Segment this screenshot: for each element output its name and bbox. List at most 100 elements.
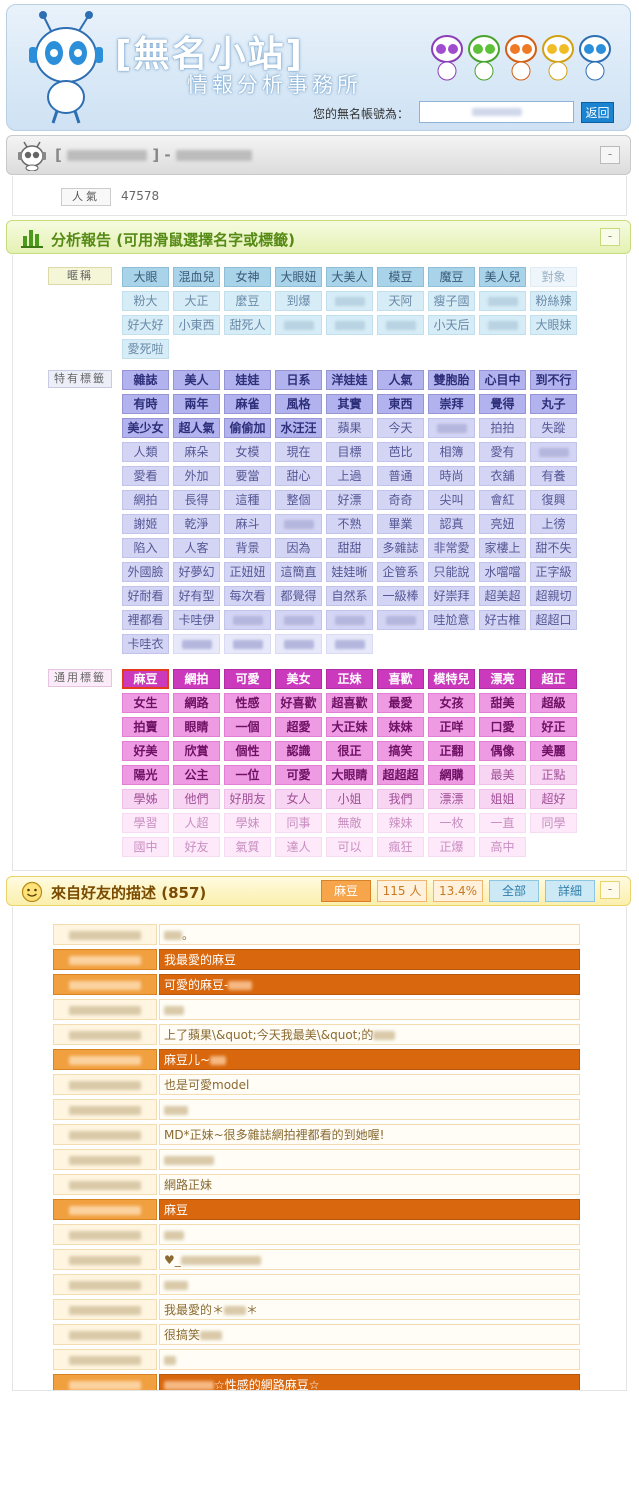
tag-item[interactable]: 亮妞 bbox=[479, 514, 526, 534]
tag-item[interactable]: 個性 bbox=[224, 741, 271, 761]
tag-item[interactable]: 很正 bbox=[326, 741, 373, 761]
friend-id[interactable] bbox=[53, 1099, 157, 1120]
tag-item[interactable]: 粉絲辣 bbox=[530, 291, 577, 311]
tag-item[interactable]: 非常愛 bbox=[428, 538, 475, 558]
tag-item[interactable]: 欣賞 bbox=[173, 741, 220, 761]
tag-item[interactable]: 人客 bbox=[173, 538, 220, 558]
tag-item[interactable] bbox=[326, 610, 373, 630]
tag-item[interactable] bbox=[326, 291, 373, 311]
tag-item[interactable]: 人氣 bbox=[377, 370, 424, 390]
tag-item[interactable]: 日系 bbox=[275, 370, 322, 390]
tag-item[interactable]: 大正 bbox=[173, 291, 220, 311]
tag-item[interactable]: 外加 bbox=[173, 466, 220, 486]
tag-item[interactable]: 大眼妹 bbox=[530, 315, 577, 335]
tag-item[interactable]: 乾淨 bbox=[173, 514, 220, 534]
tag-item[interactable]: 一直 bbox=[479, 813, 526, 833]
tag-item[interactable]: 大眼睛 bbox=[326, 765, 373, 785]
tag-item[interactable]: 復興 bbox=[530, 490, 577, 510]
tag-item[interactable]: 偷偷加 bbox=[224, 418, 271, 438]
tag-item[interactable]: 整個 bbox=[275, 490, 322, 510]
tag-item[interactable]: 漂亮 bbox=[479, 669, 526, 689]
tag-item[interactable]: 認識 bbox=[275, 741, 322, 761]
tag-item[interactable]: 美麗 bbox=[530, 741, 577, 761]
tag-item[interactable]: 最愛 bbox=[377, 693, 424, 713]
tag-item[interactable] bbox=[275, 315, 322, 335]
tag-item[interactable]: 好夢幻 bbox=[173, 562, 220, 582]
tag-item[interactable]: 妹妹 bbox=[377, 717, 424, 737]
back-button[interactable]: 返回 bbox=[581, 102, 614, 123]
tag-item[interactable]: 奇奇 bbox=[377, 490, 424, 510]
tag-item[interactable]: 搞笑 bbox=[377, 741, 424, 761]
friend-id[interactable] bbox=[53, 1249, 157, 1270]
tag-item[interactable]: 今天 bbox=[377, 418, 424, 438]
tag-item[interactable]: 好有型 bbox=[173, 586, 220, 606]
tag-item[interactable]: 小東西 bbox=[173, 315, 220, 335]
tag-item[interactable]: 畢業 bbox=[377, 514, 424, 534]
tag-item[interactable]: 謝姬 bbox=[122, 514, 169, 534]
tag-item[interactable]: 尖叫 bbox=[428, 490, 475, 510]
tag-item[interactable]: 辣妹 bbox=[377, 813, 424, 833]
tag-item[interactable]: 雜誌 bbox=[122, 370, 169, 390]
tag-item[interactable]: 眼睛 bbox=[173, 717, 220, 737]
tag-item[interactable]: 心目中 bbox=[479, 370, 526, 390]
friend-id[interactable] bbox=[53, 1299, 157, 1320]
tag-item[interactable]: 女神 bbox=[224, 267, 271, 287]
tag-item[interactable]: 愛有 bbox=[479, 442, 526, 462]
tag-item[interactable]: 我們 bbox=[377, 789, 424, 809]
tag-item[interactable]: 覺得 bbox=[479, 394, 526, 414]
tag-item[interactable]: 美人兒 bbox=[479, 267, 526, 287]
tag-item[interactable]: 甜不失 bbox=[530, 538, 577, 558]
tag-item[interactable] bbox=[326, 634, 373, 654]
all-button[interactable]: 全部 bbox=[489, 880, 539, 902]
tag-item[interactable]: 好古椎 bbox=[479, 610, 526, 630]
tag-item[interactable]: 現在 bbox=[275, 442, 322, 462]
tag-item[interactable]: 正妞妞 bbox=[224, 562, 271, 582]
tag-item[interactable]: 魔豆 bbox=[428, 267, 475, 287]
tag-item[interactable]: 上過 bbox=[326, 466, 373, 486]
friends-minimize-button[interactable]: - bbox=[600, 881, 620, 899]
friend-id[interactable] bbox=[53, 999, 157, 1020]
tag-item[interactable]: 人類 bbox=[122, 442, 169, 462]
tag-item[interactable]: 好大好 bbox=[122, 315, 169, 335]
tag-item[interactable]: 卡哇衣 bbox=[122, 634, 169, 654]
tag-item[interactable] bbox=[275, 634, 322, 654]
tag-item[interactable] bbox=[479, 315, 526, 335]
tag-item[interactable]: 到不行 bbox=[530, 370, 577, 390]
tag-item[interactable]: 小天后 bbox=[428, 315, 475, 335]
tag-item[interactable]: 大眼妞 bbox=[275, 267, 322, 287]
tag-item[interactable]: 女孩 bbox=[428, 693, 475, 713]
tag-item[interactable]: 好正 bbox=[530, 717, 577, 737]
tag-item[interactable]: 國中 bbox=[122, 837, 169, 857]
tag-item[interactable]: 超人氣 bbox=[173, 418, 220, 438]
tag-item[interactable]: 因為 bbox=[275, 538, 322, 558]
tag-item[interactable] bbox=[275, 514, 322, 534]
tag-item[interactable]: 每次看 bbox=[224, 586, 271, 606]
tag-item[interactable]: 陷入 bbox=[122, 538, 169, 558]
tag-item[interactable] bbox=[377, 315, 424, 335]
tag-item[interactable]: 其實 bbox=[326, 394, 373, 414]
tag-item[interactable]: 水噹噹 bbox=[479, 562, 526, 582]
tag-item[interactable]: 麻豆 bbox=[122, 669, 169, 689]
tag-item[interactable]: 兩年 bbox=[173, 394, 220, 414]
tag-item[interactable]: 好朋友 bbox=[224, 789, 271, 809]
tag-item[interactable]: 正咩 bbox=[428, 717, 475, 737]
tag-item[interactable]: 陽光 bbox=[122, 765, 169, 785]
tag-item[interactable]: 大美人 bbox=[326, 267, 373, 287]
friend-id[interactable] bbox=[53, 1274, 157, 1295]
tag-item[interactable]: 都覺得 bbox=[275, 586, 322, 606]
tag-item[interactable]: 模特兒 bbox=[428, 669, 475, 689]
tag-item[interactable]: 正爆 bbox=[428, 837, 475, 857]
detail-button[interactable]: 詳細 bbox=[545, 880, 595, 902]
tag-item[interactable]: 家樓上 bbox=[479, 538, 526, 558]
tag-item[interactable]: 麻斗 bbox=[224, 514, 271, 534]
tag-item[interactable]: 超級 bbox=[530, 693, 577, 713]
tag-item[interactable]: 學姊 bbox=[122, 789, 169, 809]
tag-item[interactable]: 正妹 bbox=[326, 669, 373, 689]
tag-item[interactable]: 網拍 bbox=[173, 669, 220, 689]
tag-item[interactable]: 女生 bbox=[122, 693, 169, 713]
filter-tag-badge[interactable]: 麻豆 bbox=[321, 880, 371, 902]
tag-item[interactable]: 美人 bbox=[173, 370, 220, 390]
tag-item[interactable]: 只能說 bbox=[428, 562, 475, 582]
tag-item[interactable]: 拍賣 bbox=[122, 717, 169, 737]
friend-id[interactable] bbox=[53, 1199, 157, 1220]
